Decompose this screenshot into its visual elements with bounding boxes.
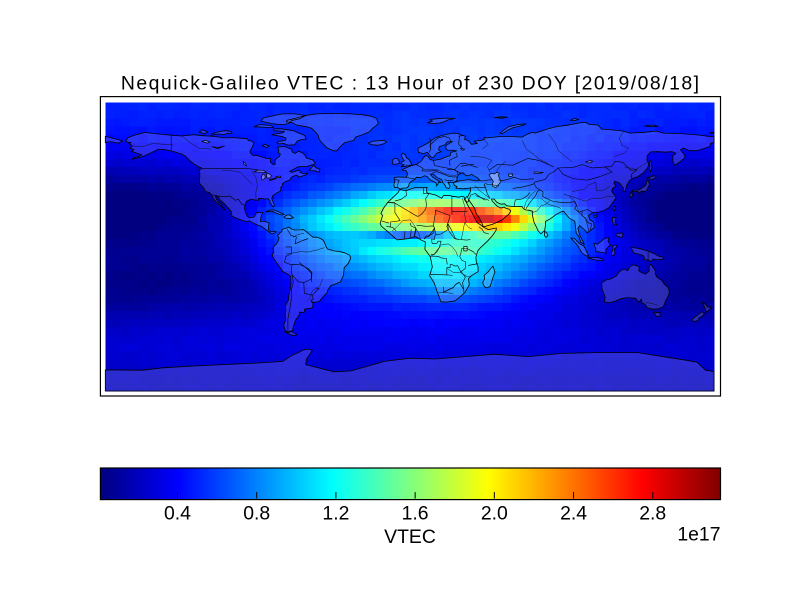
svg-text:1.2: 1.2 <box>322 502 349 524</box>
svg-text:2.0: 2.0 <box>481 502 508 524</box>
svg-text:Nequick-Galileo VTEC : 13 Hour: Nequick-Galileo VTEC : 13 Hour of 230 DO… <box>121 73 701 95</box>
svg-text:0.4: 0.4 <box>164 502 191 524</box>
svg-text:1.6: 1.6 <box>402 502 429 524</box>
svg-text:1e17: 1e17 <box>677 524 720 546</box>
svg-text:VTEC: VTEC <box>384 526 436 548</box>
svg-text:2.8: 2.8 <box>639 502 666 524</box>
svg-text:2.4: 2.4 <box>560 502 587 524</box>
svg-text:0.8: 0.8 <box>243 502 270 524</box>
